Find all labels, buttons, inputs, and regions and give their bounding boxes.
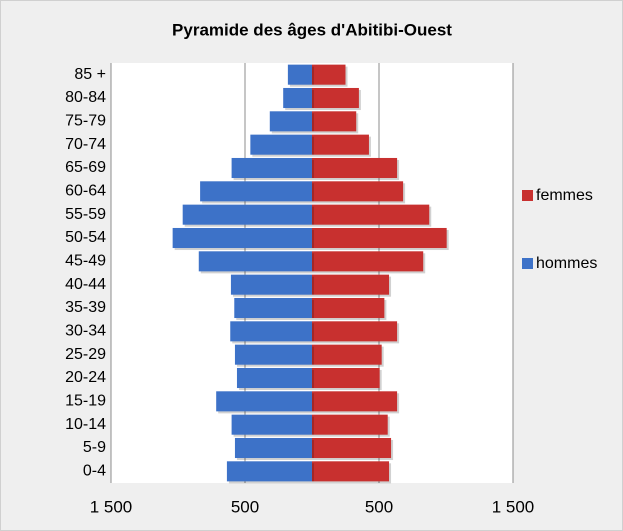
x-tick-label: 1 500 <box>492 497 535 516</box>
y-tick-label: 15-19 <box>65 393 106 410</box>
bar <box>312 87 359 109</box>
bar <box>283 87 312 109</box>
x-tick-label: 500 <box>365 497 393 516</box>
legend-swatch <box>522 258 533 269</box>
bar <box>312 367 380 389</box>
bar <box>236 367 312 389</box>
y-tick-label: 50-54 <box>65 229 106 246</box>
bar <box>312 157 398 179</box>
bar <box>200 181 312 202</box>
y-tick-label: 45-49 <box>65 253 106 270</box>
legend-item: femmes <box>522 184 602 208</box>
bar <box>312 134 369 155</box>
bar <box>312 181 404 202</box>
bar <box>231 414 312 435</box>
y-tick-label: 20-24 <box>65 369 106 386</box>
y-tick-label: 10-14 <box>65 416 106 433</box>
bar <box>230 321 312 342</box>
bar <box>172 227 312 249</box>
bar <box>226 461 312 482</box>
legend-label: femmes <box>536 187 593 204</box>
bar <box>312 321 398 342</box>
bar <box>250 134 312 155</box>
legend-swatch <box>522 190 533 201</box>
x-tick-label: 500 <box>231 497 259 516</box>
y-tick-label: 35-39 <box>65 299 106 316</box>
bar <box>312 414 388 435</box>
y-tick-label: 60-64 <box>65 183 106 200</box>
bar <box>198 251 312 272</box>
bar <box>312 437 392 459</box>
bar <box>182 204 312 225</box>
y-tick-label: 80-84 <box>65 89 106 106</box>
y-tick-label: 0-4 <box>83 463 106 480</box>
bar <box>312 227 447 249</box>
legend-item: hommes <box>522 252 602 276</box>
bar <box>234 437 312 459</box>
y-tick-label: 75-79 <box>65 113 106 130</box>
y-tick-label: 30-34 <box>65 323 106 340</box>
bar <box>312 344 382 365</box>
bar <box>234 297 312 319</box>
bar <box>312 274 390 295</box>
y-tick-label: 70-74 <box>65 136 106 153</box>
bar <box>312 297 385 319</box>
bar <box>312 64 346 85</box>
bar <box>287 64 312 85</box>
bar <box>312 391 398 412</box>
plot-area <box>111 63 513 483</box>
bar <box>312 461 390 482</box>
bar <box>269 111 312 132</box>
bar <box>230 274 312 295</box>
bar <box>312 251 424 272</box>
y-tick-label: 5-9 <box>83 439 106 456</box>
y-tick-label: 25-29 <box>65 346 106 363</box>
legend-label: hommes <box>536 255 598 272</box>
bar <box>312 204 430 225</box>
bar <box>216 391 312 412</box>
chart-title: Pyramide des âges d'Abitibi-Ouest <box>172 20 452 39</box>
y-tick-label: 85 + <box>74 66 106 83</box>
y-tick-label: 65-69 <box>65 159 106 176</box>
bar <box>312 111 357 132</box>
bar <box>234 344 312 365</box>
y-tick-label: 40-44 <box>65 276 106 293</box>
y-tick-label: 55-59 <box>65 206 106 223</box>
x-tick-label: 1 500 <box>90 497 133 516</box>
bar <box>231 157 312 179</box>
